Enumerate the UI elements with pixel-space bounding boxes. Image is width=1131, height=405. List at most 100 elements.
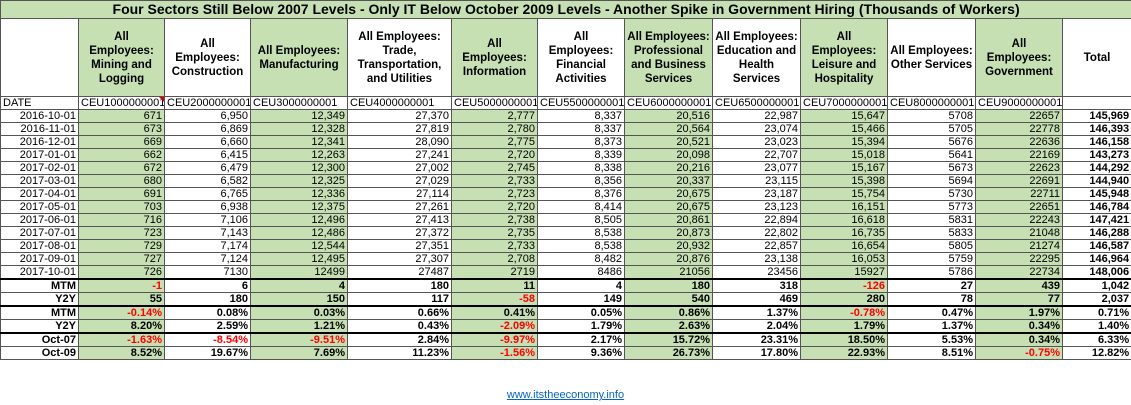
table-cell[interactable]: 27,261 xyxy=(347,200,452,214)
table-cell[interactable]: 20,861 xyxy=(624,213,713,227)
summary-cell[interactable]: 11.23% xyxy=(347,346,452,360)
summary-cell[interactable]: -0.75% xyxy=(975,346,1063,360)
table-cell[interactable]: 20,675 xyxy=(624,200,713,214)
table-cell[interactable]: 7,124 xyxy=(164,252,251,266)
summary-cell[interactable]: -1.63% xyxy=(78,332,165,347)
row-date[interactable]: 2017-02-01 xyxy=(0,161,79,175)
summary-cell[interactable]: 1.97% xyxy=(975,305,1063,320)
table-cell[interactable]: 8,376 xyxy=(537,187,625,201)
row-date[interactable]: 2017-08-01 xyxy=(0,239,79,253)
table-cell[interactable]: 8,373 xyxy=(537,135,625,149)
table-cell[interactable]: 27,114 xyxy=(347,187,452,201)
table-cell[interactable]: 22623 xyxy=(975,161,1063,175)
table-cell[interactable]: 15,647 xyxy=(800,109,888,123)
table-cell[interactable]: 703 xyxy=(78,200,165,214)
summary-cell[interactable]: 22.93% xyxy=(800,346,888,360)
summary-cell[interactable]: 8.52% xyxy=(78,346,165,360)
table-cell[interactable]: 145,969 xyxy=(1061,109,1131,123)
table-cell[interactable]: 27,413 xyxy=(347,213,452,227)
row-date[interactable]: 2017-04-01 xyxy=(0,187,79,201)
table-cell[interactable]: 27,002 xyxy=(347,161,452,175)
table-cell[interactable]: 12,328 xyxy=(250,122,348,136)
table-cell[interactable]: 21056 xyxy=(624,265,713,280)
table-cell[interactable]: 5673 xyxy=(887,161,976,175)
table-cell[interactable]: 16,618 xyxy=(800,213,888,227)
summary-cell[interactable]: 0.34% xyxy=(975,319,1063,334)
table-cell[interactable]: 20,873 xyxy=(624,226,713,240)
table-cell[interactable]: 16,151 xyxy=(800,200,888,214)
summary-cell[interactable]: 18.50% xyxy=(800,332,888,347)
table-cell[interactable]: 27,370 xyxy=(347,109,452,123)
table-cell[interactable]: 2,733 xyxy=(451,239,538,253)
table-cell[interactable]: 22169 xyxy=(975,148,1063,162)
table-cell[interactable]: 148,006 xyxy=(1061,265,1131,280)
summary-cell[interactable]: -1 xyxy=(78,278,165,293)
table-cell[interactable]: 8486 xyxy=(537,265,625,280)
table-cell[interactable]: 23,138 xyxy=(712,252,801,266)
table-cell[interactable]: 22711 xyxy=(975,187,1063,201)
table-cell[interactable]: 20,516 xyxy=(624,109,713,123)
table-cell[interactable]: 2,723 xyxy=(451,187,538,201)
table-cell[interactable]: 27,241 xyxy=(347,148,452,162)
summary-cell[interactable]: 4 xyxy=(250,278,348,293)
table-cell[interactable]: 12,300 xyxy=(250,161,348,175)
summary-cell[interactable]: 439 xyxy=(975,278,1063,293)
table-cell[interactable]: 5773 xyxy=(887,200,976,214)
table-cell[interactable]: 680 xyxy=(78,174,165,188)
table-cell[interactable]: 15,018 xyxy=(800,148,888,162)
table-cell[interactable]: 5730 xyxy=(887,187,976,201)
table-cell[interactable]: 723 xyxy=(78,226,165,240)
table-cell[interactable]: 2,780 xyxy=(451,122,538,136)
table-cell[interactable]: 716 xyxy=(78,213,165,227)
summary-cell[interactable]: 26.73% xyxy=(624,346,713,360)
table-cell[interactable]: 5805 xyxy=(887,239,976,253)
summary-cell[interactable]: 150 xyxy=(250,292,348,307)
summary-cell[interactable]: 2.84% xyxy=(347,332,452,347)
summary-cell[interactable]: 55 xyxy=(78,292,165,307)
table-cell[interactable]: 20,098 xyxy=(624,148,713,162)
summary-cell[interactable]: 540 xyxy=(624,292,713,307)
table-cell[interactable]: 20,932 xyxy=(624,239,713,253)
row-label[interactable]: Oct-09 xyxy=(0,346,79,360)
table-cell[interactable]: 146,964 xyxy=(1061,252,1131,266)
table-cell[interactable]: 2,720 xyxy=(451,148,538,162)
summary-cell[interactable]: 1.40% xyxy=(1061,319,1131,334)
table-cell[interactable]: 669 xyxy=(78,135,165,149)
row-date[interactable]: 2017-09-01 xyxy=(0,252,79,266)
row-date[interactable]: 2016-11-01 xyxy=(0,122,79,136)
summary-cell[interactable]: 1.21% xyxy=(250,319,348,334)
summary-cell[interactable]: -9.51% xyxy=(250,332,348,347)
table-cell[interactable]: 12,544 xyxy=(250,239,348,253)
row-date[interactable]: 2016-12-01 xyxy=(0,135,79,149)
table-cell[interactable]: 22,707 xyxy=(712,148,801,162)
row-date[interactable]: 2017-05-01 xyxy=(0,200,79,214)
table-cell[interactable]: 27,351 xyxy=(347,239,452,253)
table-cell[interactable]: 8,356 xyxy=(537,174,625,188)
row-date[interactable]: 2017-03-01 xyxy=(0,174,79,188)
summary-cell[interactable]: 4 xyxy=(537,278,625,293)
table-cell[interactable]: 22,802 xyxy=(712,226,801,240)
summary-cell[interactable]: 17.80% xyxy=(712,346,801,360)
table-cell[interactable]: 12,495 xyxy=(250,252,348,266)
table-cell[interactable]: 146,587 xyxy=(1061,239,1131,253)
footer-link[interactable]: www.itstheeconomy.info xyxy=(506,389,625,401)
table-cell[interactable]: 671 xyxy=(78,109,165,123)
summary-cell[interactable]: -8.54% xyxy=(164,332,251,347)
table-cell[interactable]: 22651 xyxy=(975,200,1063,214)
table-cell[interactable]: 12499 xyxy=(250,265,348,280)
table-cell[interactable]: 22,987 xyxy=(712,109,801,123)
table-cell[interactable]: 2,735 xyxy=(451,226,538,240)
table-cell[interactable]: 8,337 xyxy=(537,109,625,123)
table-cell[interactable]: 7,174 xyxy=(164,239,251,253)
table-cell[interactable]: 15,754 xyxy=(800,187,888,201)
table-cell[interactable]: 6,765 xyxy=(164,187,251,201)
summary-cell[interactable]: -0.14% xyxy=(78,305,165,320)
summary-cell[interactable]: 1.79% xyxy=(537,319,625,334)
table-cell[interactable]: 146,158 xyxy=(1061,135,1131,149)
row-date[interactable]: 2017-01-01 xyxy=(0,148,79,162)
summary-cell[interactable]: 78 xyxy=(887,292,976,307)
table-cell[interactable]: 5641 xyxy=(887,148,976,162)
row-label[interactable]: MTM xyxy=(0,278,79,293)
summary-cell[interactable]: 23.31% xyxy=(712,332,801,347)
table-cell[interactable]: 12,375 xyxy=(250,200,348,214)
